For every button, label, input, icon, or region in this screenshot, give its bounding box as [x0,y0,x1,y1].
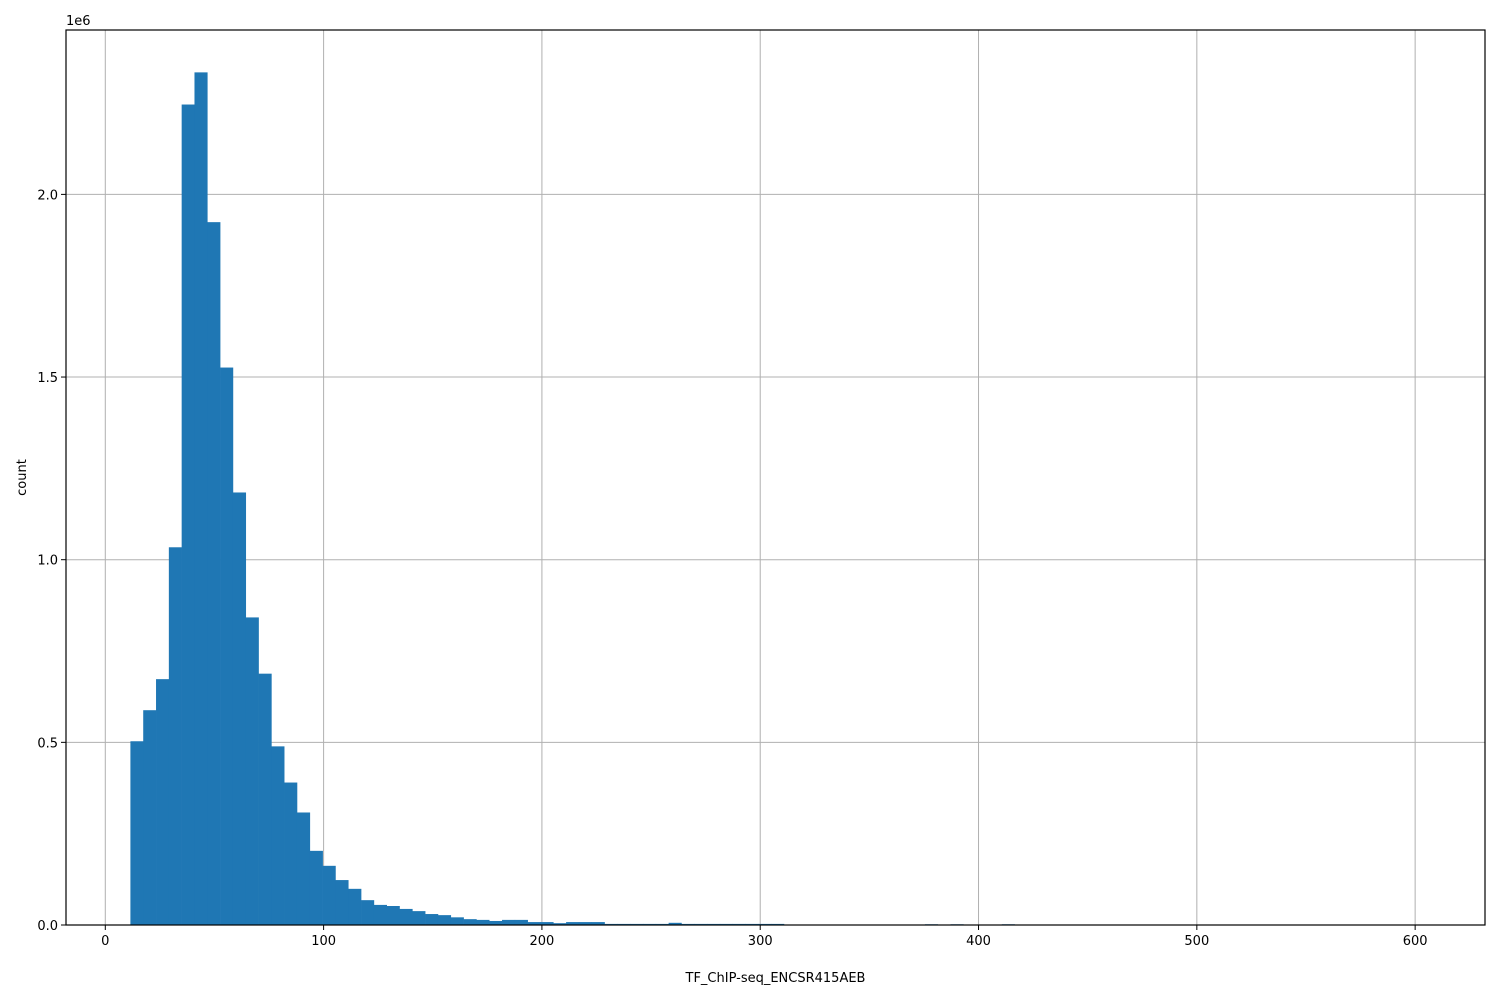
histogram-bar [514,919,528,925]
histogram-bar [527,922,541,925]
histogram-bar [130,741,144,925]
histogram-bar [232,492,247,925]
x-tick-label: 400 [966,934,991,949]
y-tick-label: 1.0 [37,554,58,569]
histogram-bar [220,367,234,925]
histogram-bar [143,710,157,925]
histogram-bar [386,906,400,925]
histogram-bar [156,679,170,925]
histogram-bar [168,547,182,925]
ticks: 0 100 200 300 400 500 600 0.0 0.5 1.0 1.5 2.0 [37,188,1427,949]
histogram-bar [335,880,349,925]
histogram-bar [258,673,272,925]
histogram-bar [450,917,464,925]
x-tick-label: 100 [311,934,336,949]
histogram-bar [553,923,567,925]
histogram-bar [207,222,221,926]
histogram-bar [322,865,336,925]
histogram-bar [463,919,477,925]
histogram-bar [489,920,503,925]
y-tick-label: 0.5 [37,736,58,751]
histogram-bar [373,904,387,925]
x-axis-label: TF_ChIP-seq_ENCSR415AEB [685,971,866,986]
y-axis-label: count [15,459,30,496]
histogram-bar [399,908,413,925]
histogram-bar [425,914,439,925]
histogram-bar [361,900,375,925]
histogram-bar [348,888,362,925]
plot-frame [65,29,1486,926]
histogram-bar [578,922,593,925]
y-tick-label: 0.0 [37,919,58,934]
y-tick-label: 1.5 [37,371,58,386]
histogram-bar [540,922,554,925]
histogram-bar [181,104,195,925]
x-tick-label: 300 [748,934,773,949]
histogram-bar [437,915,452,925]
grid [66,30,1485,926]
histogram-bar [668,922,682,925]
histogram-bar [476,919,490,925]
x-tick-label: 200 [529,934,554,949]
histogram-bar [296,812,311,925]
x-tick-label: 500 [1184,934,1209,949]
histogram-bar [245,617,259,925]
histogram-bar [591,922,605,925]
x-tick-label: 0 [101,934,109,949]
histogram-bar [271,746,285,925]
histogram-bar [194,72,208,926]
histogram-bar [502,919,516,925]
histogram-bar [412,911,426,925]
y-offset-label: 1e6 [66,14,91,29]
histogram-bar [566,922,580,925]
histogram-bar [284,782,298,925]
histogram-bar [309,850,323,925]
bars [130,72,1015,926]
x-tick-label: 600 [1403,934,1428,949]
y-tick-label: 2.0 [37,188,58,203]
